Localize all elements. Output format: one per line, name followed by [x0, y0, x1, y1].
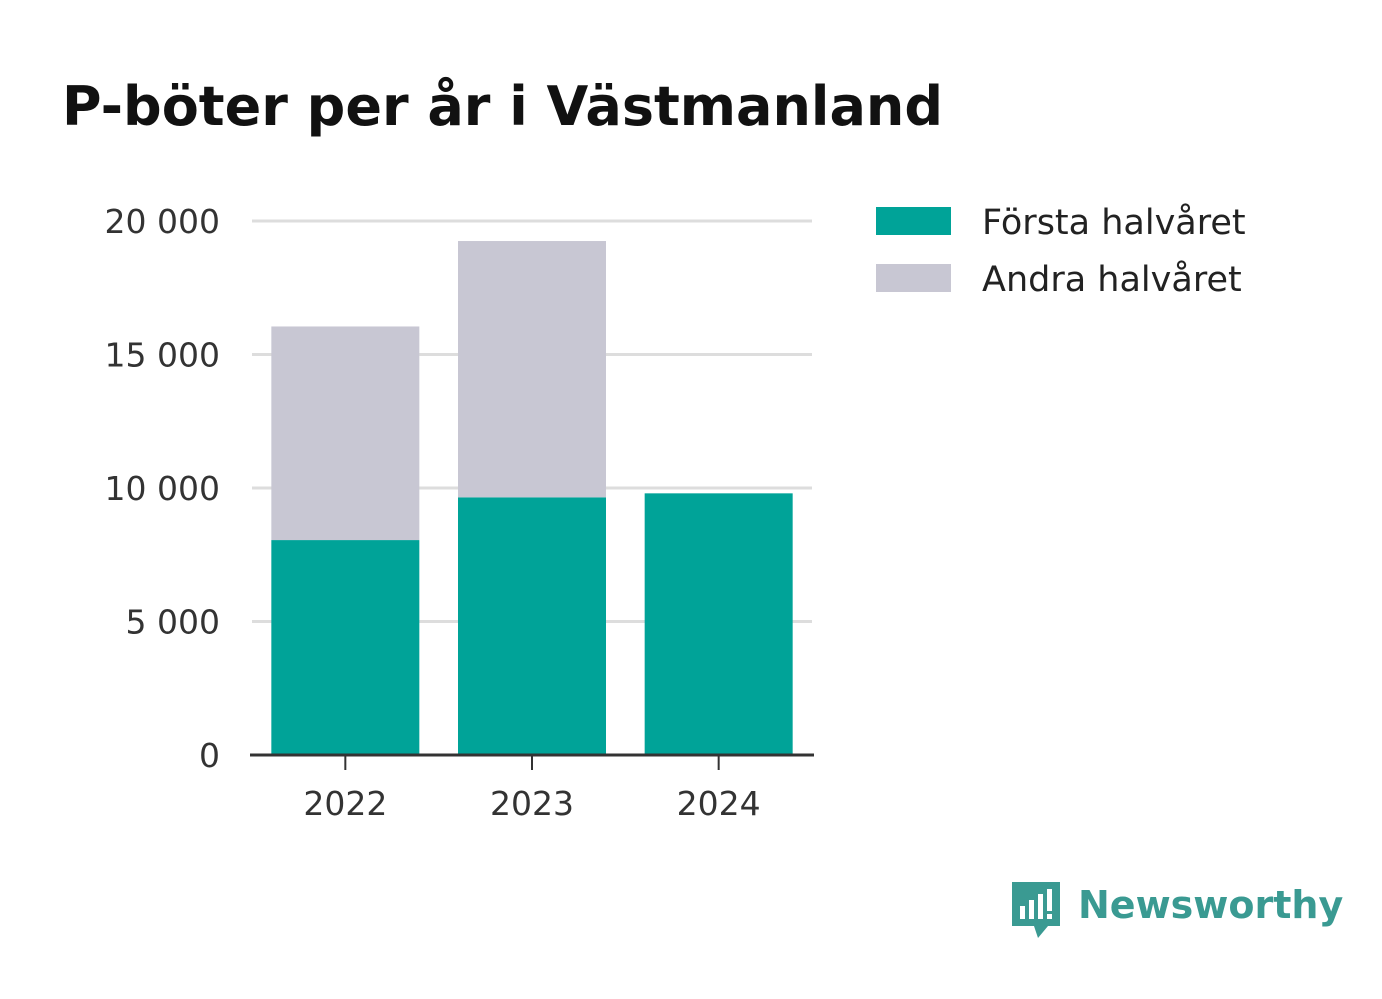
- bar-segment: [644, 493, 793, 755]
- legend-label: Första halvåret: [982, 202, 1246, 243]
- bars: [271, 241, 793, 755]
- legend-swatch: [876, 207, 951, 235]
- y-tick-label: 5 000: [126, 603, 220, 642]
- brand-name: Newsworthy: [1078, 883, 1343, 927]
- chart-title: P-böter per år i Västmanland: [62, 75, 943, 138]
- x-axis: 2022 2023 2024: [250, 753, 814, 823]
- bar-segment: [458, 497, 606, 755]
- bar-segment: [271, 326, 420, 541]
- x-tick-label: 2024: [677, 784, 761, 823]
- y-tick-label: 20 000: [105, 202, 220, 241]
- newsworthy-logo-icon: [1012, 882, 1060, 938]
- bar-segment: [271, 540, 420, 755]
- x-tick-label: 2023: [490, 784, 574, 823]
- y-axis: 0 5 000 10 000 15 000 20 000: [105, 202, 220, 775]
- bar-segment: [458, 241, 606, 498]
- y-tick-label: 10 000: [105, 469, 220, 508]
- legend: Första halvåret Andra halvåret: [876, 202, 1246, 300]
- legend-label: Andra halvåret: [982, 259, 1242, 300]
- branding: Newsworthy: [1012, 882, 1343, 938]
- x-tick-label: 2022: [303, 784, 387, 823]
- legend-swatch: [876, 264, 951, 292]
- y-tick-label: 0: [199, 736, 220, 775]
- y-tick-label: 15 000: [105, 336, 220, 375]
